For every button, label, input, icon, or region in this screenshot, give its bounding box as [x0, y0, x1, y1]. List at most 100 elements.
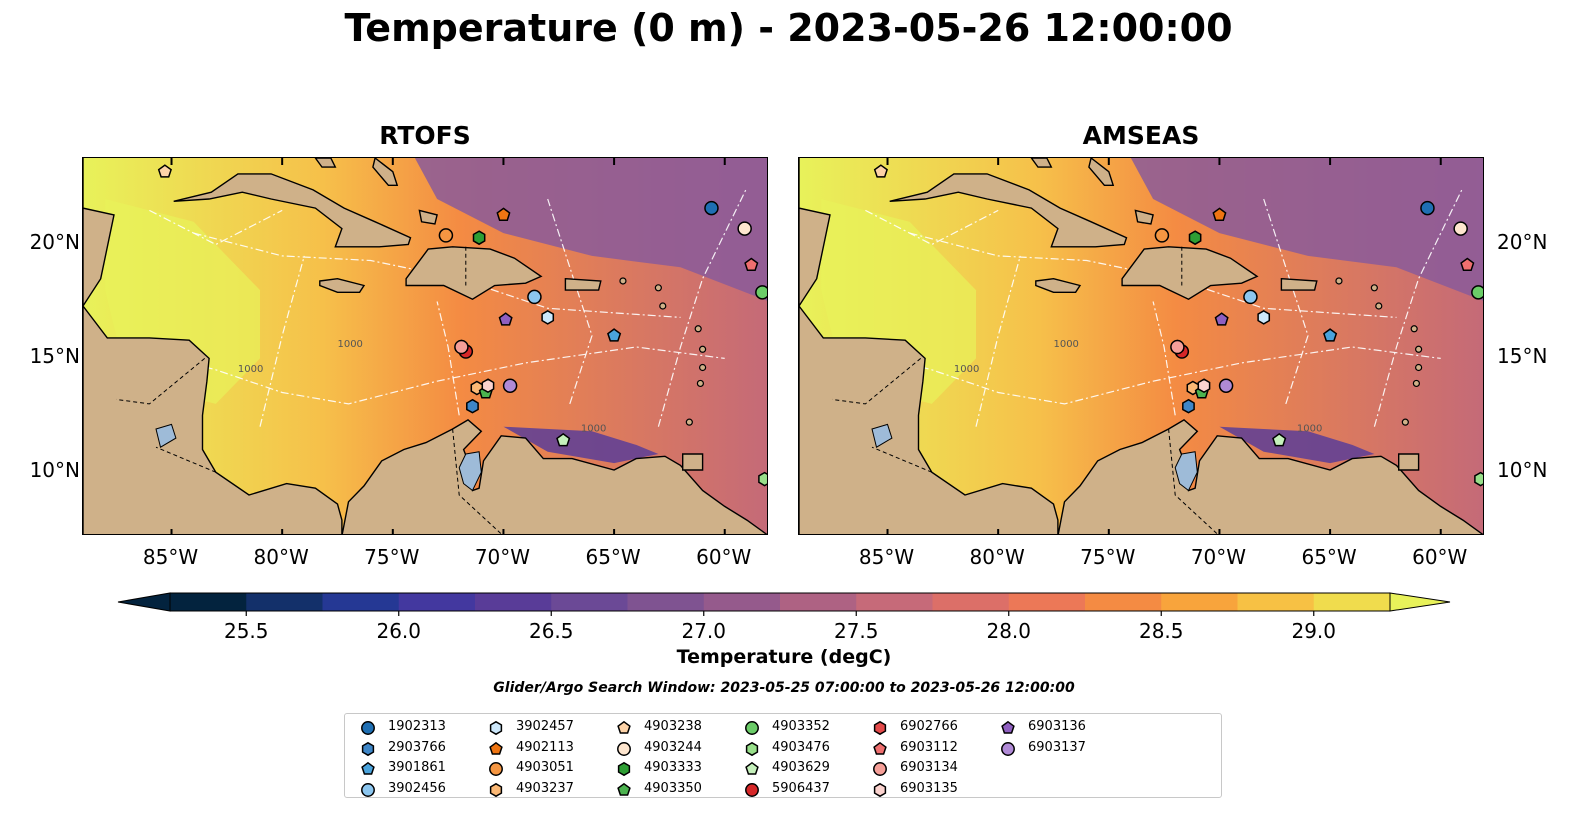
float-3902456-marker [527, 289, 542, 305]
land [418, 209, 438, 225]
island [1335, 277, 1343, 285]
colorbar-segment [246, 593, 323, 611]
legend-label: 5906437 [772, 780, 830, 796]
legend-marker-4903333 [617, 761, 631, 777]
legend-marker-6903112 [873, 741, 887, 755]
colorbar-tick-label: 28.0 [986, 619, 1032, 643]
colorbar-segment [703, 593, 781, 611]
land [1121, 246, 1259, 300]
float-1902313-marker [704, 200, 719, 216]
eez-boundary [843, 346, 1441, 405]
float-6903134-marker [454, 339, 469, 355]
legend-marker-4903237 [489, 782, 503, 797]
land [889, 173, 1128, 248]
upwelling-region [1219, 426, 1375, 464]
legend-label: 6903134 [900, 760, 958, 775]
float-3902456-marker [1243, 289, 1258, 305]
float-4902113-marker [496, 207, 511, 221]
legend-marker-3901861 [361, 761, 375, 775]
lat-label-left: 20°N [29, 230, 80, 254]
map-rtofs[interactable]: 1000 1000 1000 [82, 157, 768, 535]
legend-marker-3902457 [489, 720, 503, 736]
land [1030, 158, 1053, 168]
legend-marker-4903051 [489, 762, 503, 776]
legend-label: 6902766 [900, 719, 958, 734]
legend-label: 3902457 [516, 719, 574, 734]
land [564, 277, 602, 291]
bathymetry-label: 1000 [1053, 339, 1078, 350]
colorbar-segment [1085, 593, 1162, 611]
pentagon-marker-icon [617, 720, 631, 734]
float-4903238-marker [157, 164, 172, 178]
legend-label: 3901861 [388, 760, 446, 775]
float-6903134-marker [1170, 339, 1185, 355]
circle-marker-icon [617, 741, 631, 756]
colorbar-segment [856, 593, 933, 611]
float-6903112-marker [744, 257, 759, 272]
lon-label: 80°W [253, 545, 309, 569]
legend-label: 4903629 [772, 760, 830, 775]
colorbar-label: Temperature (degC) [676, 646, 892, 668]
lon-label: 60°W [1412, 545, 1468, 569]
country-border [452, 428, 503, 534]
legend-label: 3902456 [388, 780, 446, 796]
lat-label-right: 20°N [1497, 230, 1548, 254]
island [699, 345, 707, 353]
colorbar-segment [170, 593, 247, 611]
cool-water-region [1130, 158, 1483, 301]
land [1280, 277, 1318, 291]
hexagon-marker-icon [873, 782, 887, 797]
float-6903135-marker [481, 378, 495, 394]
island [1375, 302, 1383, 310]
circle-marker-icon [361, 721, 375, 735]
colorbar-segment [1313, 593, 1391, 611]
float-4903333-marker [1188, 230, 1202, 246]
colorbar-segment [1161, 593, 1238, 611]
hexagon-marker-icon [489, 720, 503, 736]
legend-marker-5906437 [745, 782, 759, 797]
eez-boundary [259, 255, 305, 427]
country-border [832, 358, 922, 405]
lake [871, 423, 893, 448]
colorbar-tick-label: 28.5 [1138, 619, 1184, 643]
legend-marker-1902313 [361, 721, 375, 735]
figure-title: Temperature (0 m) - 2023-05-26 12:00:00 [344, 6, 1233, 50]
lat-label-left: 15°N [29, 344, 80, 368]
float-4903629-marker [556, 432, 571, 447]
legend-marker-4902113 [489, 741, 503, 755]
hexagon-marker-icon [873, 720, 887, 736]
float-4903244-marker [1453, 221, 1468, 236]
lon-label: 70°W [1190, 545, 1247, 569]
legend-label: 4903333 [644, 760, 702, 775]
float-6903137-marker [1218, 378, 1234, 393]
float-4903476-marker [1474, 471, 1483, 487]
lat-label-right: 15°N [1497, 344, 1548, 368]
float-6903112-marker [1460, 257, 1475, 272]
lon-label: 85°W [858, 545, 915, 569]
lake [458, 451, 482, 492]
float-4903352-marker [1471, 285, 1483, 300]
float-4903238-marker [873, 164, 888, 178]
legend-label: 1902313 [388, 719, 446, 734]
land [173, 173, 412, 248]
float-4902113-marker [1212, 207, 1227, 221]
colorbar-extend-high [1389, 592, 1451, 612]
bathymetry-label: 1000 [954, 364, 979, 375]
map-amseas[interactable]: 1000 1000 1000 [798, 157, 1484, 535]
legend-label: 4903476 [772, 739, 830, 755]
land [405, 246, 543, 300]
legend-label: 4903237 [516, 780, 574, 796]
eez-boundary [1263, 198, 1309, 405]
legend-marker-6902766 [873, 720, 887, 736]
eez-boundary [1152, 301, 1176, 416]
colorbar-segment [627, 593, 705, 611]
lat-label-right: 10°N [1497, 458, 1548, 482]
colorbar-tick-label: 25.5 [223, 619, 269, 643]
float-3901861-marker [607, 328, 622, 342]
legend-marker-4903244 [617, 741, 631, 756]
eez-boundary [657, 187, 748, 427]
land [1398, 453, 1420, 471]
legend-marker-4903350 [617, 782, 631, 796]
island [696, 379, 705, 388]
island [1415, 345, 1423, 353]
